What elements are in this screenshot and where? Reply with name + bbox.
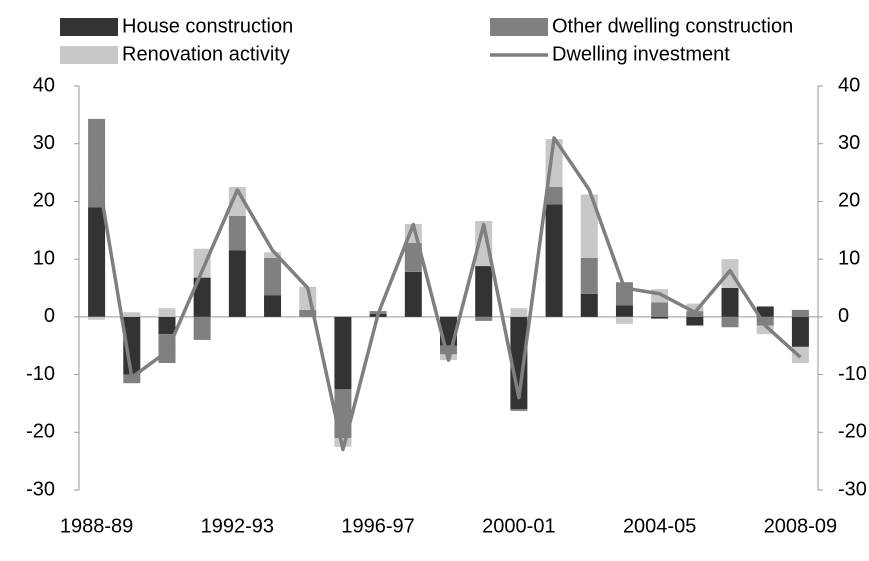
y2-tick-label: -10 (838, 363, 867, 385)
y2-tick-label: 40 (838, 74, 860, 96)
y2-tick-label: 30 (838, 132, 860, 154)
legend-label: Dwelling investment (552, 43, 730, 65)
bar (756, 325, 774, 335)
y2-tick-label: 0 (838, 305, 849, 327)
x-tick-label: 2004-05 (623, 515, 696, 537)
x-tick-label: 1988-89 (60, 515, 133, 537)
y-tick-label: -30 (26, 478, 55, 500)
bar (545, 204, 563, 317)
y-tick-label: 30 (33, 132, 55, 154)
bar (580, 194, 598, 258)
bar (299, 309, 317, 317)
y-tick-label: -20 (26, 421, 55, 443)
bar (193, 316, 211, 340)
y2-tick-label: 20 (838, 190, 860, 212)
bar (440, 345, 457, 355)
bar (264, 295, 282, 317)
legend-label: Other dwelling construction (552, 15, 793, 37)
legend-swatch (490, 18, 548, 36)
bar (615, 305, 633, 317)
bar (721, 288, 739, 317)
y-tick-label: 0 (44, 305, 55, 327)
bar (475, 221, 493, 267)
bar (580, 257, 598, 294)
legend-label: Renovation activity (122, 43, 290, 65)
y-tick-label: -10 (26, 363, 55, 385)
bar (756, 306, 774, 317)
legend-swatch (60, 46, 118, 64)
bar (651, 316, 669, 319)
bar (193, 277, 211, 317)
bar (580, 293, 598, 317)
bar (404, 242, 422, 272)
bar (545, 187, 563, 205)
bar (475, 266, 493, 317)
bar (510, 316, 528, 410)
bar (334, 316, 352, 389)
bar (510, 409, 528, 411)
y2-tick-label: -20 (838, 421, 867, 443)
x-tick-label: 1996-97 (341, 515, 414, 537)
legend-swatch (60, 18, 118, 36)
bar (651, 302, 669, 317)
bar (228, 215, 246, 251)
bar (158, 316, 176, 335)
bar (686, 316, 704, 326)
y-tick-label: 40 (33, 74, 55, 96)
y-tick-label: 10 (33, 247, 55, 269)
bar (228, 250, 246, 317)
x-tick-label: 2008-09 (764, 515, 837, 537)
y-tick-label: 20 (33, 190, 55, 212)
bar (615, 316, 633, 324)
line (94, 136, 802, 452)
bar (510, 308, 528, 317)
legend-label: House construction (122, 15, 293, 37)
bar (264, 257, 282, 296)
x-tick-label: 1992-93 (201, 515, 274, 537)
bar (264, 252, 282, 258)
bar (756, 316, 774, 326)
bar (123, 312, 141, 317)
bar (721, 316, 739, 328)
bar (475, 316, 493, 321)
bar (686, 303, 704, 312)
y2-tick-label: -30 (838, 478, 867, 500)
bar (404, 271, 422, 317)
x-tick-label: 2000-01 (482, 515, 555, 537)
bar (791, 316, 809, 347)
bar (88, 207, 106, 317)
bar (193, 248, 211, 278)
y2-tick-label: 10 (838, 247, 860, 269)
bar (791, 309, 809, 317)
bar (158, 308, 176, 317)
bar (88, 316, 106, 320)
